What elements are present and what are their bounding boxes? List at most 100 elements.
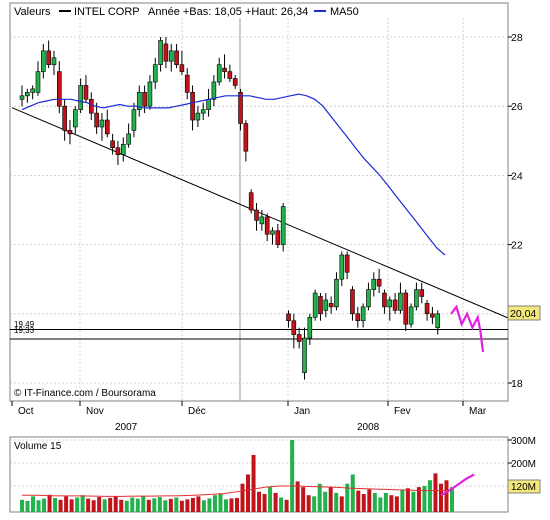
- volume-bar: [235, 497, 239, 512]
- volume-bar: [174, 497, 179, 512]
- candle-down: [179, 64, 185, 72]
- candle-down: [232, 78, 238, 86]
- candle-up: [414, 289, 419, 308]
- volume-bar: [124, 500, 129, 512]
- candle-down: [392, 299, 398, 311]
- volume-bar: [36, 500, 41, 512]
- legend-series-name: INTEL CORP: [74, 6, 140, 18]
- candle-up: [280, 206, 286, 245]
- volume-bar: [69, 499, 74, 512]
- y-tick-label: 18: [511, 378, 523, 390]
- year-label-2008: 2008: [357, 422, 380, 433]
- year-label-2007: 2007: [115, 422, 138, 433]
- legend-stats: Année +Bas: 18,05 +Haut: 26,34: [148, 6, 308, 18]
- volume-bar: [268, 487, 273, 512]
- projection-path: [450, 304, 485, 353]
- legend-ma-name: MA50: [330, 6, 359, 18]
- price-panel-frame: [9, 2, 509, 402]
- candle-up: [312, 292, 318, 318]
- volume-bar: [273, 492, 278, 512]
- candle-down: [46, 50, 51, 65]
- last-price-box: [507, 305, 541, 321]
- volume-last-box: [507, 479, 541, 494]
- candle-up: [270, 230, 275, 235]
- volume-bar: [416, 487, 421, 512]
- volume-bar: [185, 499, 190, 512]
- volume-bar: [301, 487, 306, 512]
- volume-bar: [323, 491, 328, 512]
- candle-up: [120, 143, 126, 155]
- volume-projection: [440, 473, 475, 497]
- candle-down: [296, 334, 302, 342]
- candle-down: [88, 98, 94, 114]
- volume-bar: [163, 500, 168, 512]
- volume-bar: [279, 497, 284, 512]
- volume-bar: [196, 496, 201, 512]
- candle-up: [136, 92, 142, 110]
- volume-bar: [102, 499, 107, 512]
- volume-bar: [411, 491, 416, 512]
- level-label-1: 19,49: [14, 320, 35, 329]
- candle-up: [334, 278, 339, 308]
- last-price-tag: 20,04: [507, 305, 541, 321]
- volume-y-tick-label: 200M: [511, 459, 536, 470]
- volume-bar: [400, 489, 405, 512]
- volume-bar: [53, 497, 58, 512]
- volume-bar: [372, 492, 377, 512]
- candle-up: [408, 306, 414, 325]
- candle-down: [350, 289, 355, 315]
- y-tick-label: 22: [511, 240, 523, 252]
- trendline: [11, 107, 508, 319]
- candlesticks: [19, 37, 441, 380]
- volume-bar: [80, 495, 85, 512]
- candle-down: [227, 71, 233, 79]
- volume-bars: [20, 440, 454, 512]
- candle-down: [328, 303, 334, 308]
- volume-grid: [10, 439, 508, 487]
- volume-y-tick-label: 300M: [511, 436, 536, 447]
- volume-bar: [262, 494, 267, 512]
- candle-down: [318, 296, 323, 315]
- candle-down: [163, 43, 169, 62]
- ma50-line: [21, 93, 446, 256]
- candle-up: [73, 109, 78, 128]
- volume-bar: [427, 480, 432, 512]
- x-tick-label: Déc: [188, 406, 206, 417]
- volume-bar: [42, 498, 47, 512]
- candle-up: [339, 254, 345, 280]
- candle-down: [275, 230, 281, 245]
- volume-bar: [290, 440, 295, 512]
- volume-bar: [328, 487, 333, 512]
- volume-bar: [179, 500, 184, 512]
- candle-down: [382, 292, 387, 308]
- volume-last-value: 120M: [511, 482, 536, 493]
- candle-up: [435, 313, 441, 328]
- candle-up: [360, 306, 366, 322]
- volume-bar: [444, 480, 449, 512]
- candle-down: [344, 254, 350, 273]
- volume-bar: [361, 494, 366, 512]
- candle-up: [216, 64, 222, 83]
- price-x-axis: Oct Nov Déc Jan Fev Mar: [11, 401, 487, 417]
- volume-bar: [218, 493, 223, 512]
- candle-up: [366, 289, 371, 308]
- candle-down: [286, 313, 291, 322]
- x-tick-label: Fev: [394, 406, 411, 417]
- candle-down: [424, 303, 430, 315]
- volume-bar: [240, 483, 245, 512]
- volume-bar: [223, 499, 228, 512]
- volume-bar: [201, 500, 206, 512]
- volume-bar: [146, 499, 151, 512]
- volume-bar: [31, 496, 36, 512]
- volume-bar: [345, 483, 350, 512]
- x-tick-label: Mar: [469, 406, 487, 417]
- volume-bar: [86, 498, 91, 512]
- candle-down: [430, 313, 435, 318]
- y-tick-label: 28: [511, 32, 523, 44]
- candle-down: [67, 130, 73, 135]
- candle-up: [99, 119, 105, 128]
- volume-bar: [312, 496, 317, 512]
- candle-up: [35, 71, 41, 93]
